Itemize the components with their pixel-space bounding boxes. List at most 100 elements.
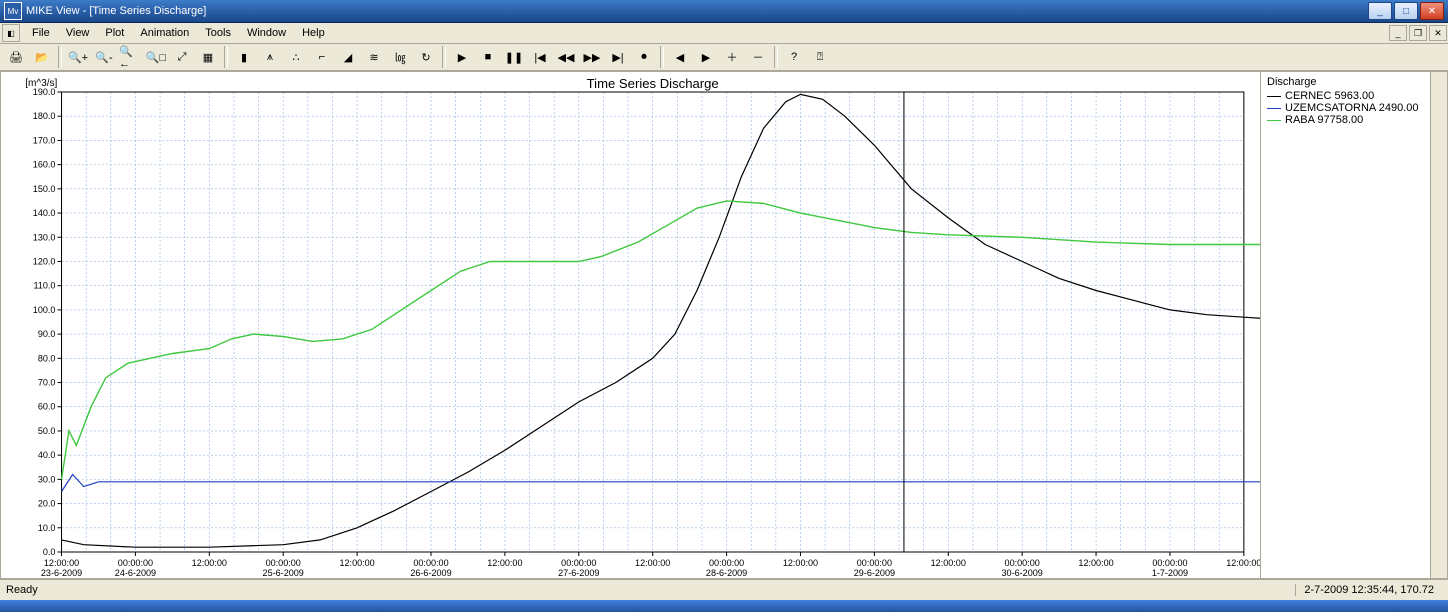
toolbar-separator [774, 46, 778, 68]
title-bar: Mv MIKE View - [Time Series Discharge] _… [0, 0, 1448, 23]
minus-icon[interactable]: － [746, 45, 770, 69]
step-back-icon[interactable]: ◀ [668, 45, 692, 69]
play-icon[interactable]: ▶ [450, 45, 474, 69]
toolbar-separator [58, 46, 62, 68]
chart-area-icon[interactable]: ◢ [336, 45, 360, 69]
svg-text:180.0: 180.0 [33, 111, 56, 121]
legend-header: Discharge [1267, 76, 1424, 88]
svg-text:26-6-2009: 26-6-2009 [410, 568, 451, 578]
svg-text:120.0: 120.0 [33, 257, 56, 267]
grid-icon[interactable]: ▦ [196, 45, 220, 69]
svg-text:70.0: 70.0 [38, 378, 56, 388]
legend-swatch-icon [1267, 96, 1281, 97]
help-icon[interactable]: ? [782, 45, 806, 69]
svg-text:30.0: 30.0 [38, 474, 56, 484]
chart-line-icon[interactable]: ⩚ [258, 45, 282, 69]
zoom-in-icon[interactable]: 🔍+ [66, 45, 90, 69]
toolbar-separator [442, 46, 446, 68]
chart-log-icon[interactable]: ㏒ [388, 45, 412, 69]
menu-view[interactable]: View [58, 25, 98, 41]
whats-this-icon[interactable]: ⍰ [808, 45, 832, 69]
toolbar: 🖨📂🔍+🔍-🔍←🔍□⤢▦▮⩚∴⌐◢≋㏒↻▶■❚❚|◀◀◀▶▶▶|⏺◀▶＋－?⍰ [0, 44, 1448, 71]
menu-help[interactable]: Help [294, 25, 333, 41]
window-title: MIKE View - [Time Series Discharge] [26, 5, 1368, 17]
svg-text:00:00:00: 00:00:00 [266, 558, 301, 568]
chart-area[interactable]: 0.010.020.030.040.050.060.070.080.090.01… [1, 72, 1260, 578]
svg-text:50.0: 50.0 [38, 426, 56, 436]
maximize-button[interactable]: □ [1394, 2, 1418, 20]
chart-scatter-icon[interactable]: ∴ [284, 45, 308, 69]
zoom-extents-icon[interactable]: ⤢ [170, 45, 194, 69]
menu-plot[interactable]: Plot [97, 25, 132, 41]
chart-refresh-icon[interactable]: ↻ [414, 45, 438, 69]
menu-tools[interactable]: Tools [197, 25, 239, 41]
legend-pane: Discharge CERNEC 5963.00UZEMCSATORNA 249… [1260, 72, 1430, 578]
svg-text:80.0: 80.0 [38, 353, 56, 363]
svg-text:170.0: 170.0 [33, 135, 56, 145]
taskbar-strip [0, 600, 1448, 612]
svg-text:12:00:00: 12:00:00 [1226, 558, 1260, 568]
menu-file[interactable]: File [24, 25, 58, 41]
pause-icon[interactable]: ❚❚ [502, 45, 526, 69]
menu-bar: ◧ FileViewPlotAnimationToolsWindowHelp _… [0, 23, 1448, 44]
svg-text:12:00:00: 12:00:00 [192, 558, 227, 568]
menu-animation[interactable]: Animation [132, 25, 197, 41]
vertical-scrollbar[interactable] [1430, 72, 1447, 578]
svg-text:160.0: 160.0 [33, 160, 56, 170]
svg-text:25-6-2009: 25-6-2009 [263, 568, 304, 578]
menu-window[interactable]: Window [239, 25, 294, 41]
first-icon[interactable]: |◀ [528, 45, 552, 69]
svg-text:29-6-2009: 29-6-2009 [854, 568, 895, 578]
svg-text:12:00:00: 12:00:00 [487, 558, 522, 568]
svg-text:100.0: 100.0 [33, 305, 56, 315]
status-left: Ready [6, 584, 38, 596]
svg-text:12:00:00: 12:00:00 [783, 558, 818, 568]
zoom-prev-icon[interactable]: 🔍← [118, 45, 142, 69]
legend-item-uzemcsatorna: UZEMCSATORNA 2490.00 [1267, 102, 1424, 114]
next-icon[interactable]: ▶▶ [580, 45, 604, 69]
legend-swatch-icon [1267, 120, 1281, 121]
svg-text:27-6-2009: 27-6-2009 [558, 568, 599, 578]
stop-icon[interactable]: ■ [476, 45, 500, 69]
svg-text:23-6-2009: 23-6-2009 [41, 568, 82, 578]
svg-text:00:00:00: 00:00:00 [1152, 558, 1187, 568]
svg-text:12:00:00: 12:00:00 [44, 558, 79, 568]
mdi-minimize-button[interactable]: _ [1389, 25, 1407, 41]
legend-swatch-icon [1267, 108, 1281, 109]
client-area: 0.010.020.030.040.050.060.070.080.090.01… [0, 71, 1448, 579]
zoom-window-icon[interactable]: 🔍□ [144, 45, 168, 69]
chart-stack-icon[interactable]: ≋ [362, 45, 386, 69]
svg-text:150.0: 150.0 [33, 184, 56, 194]
svg-text:10.0: 10.0 [38, 523, 56, 533]
svg-text:24-6-2009: 24-6-2009 [115, 568, 156, 578]
zoom-out-icon[interactable]: 🔍- [92, 45, 116, 69]
plus-icon[interactable]: ＋ [720, 45, 744, 69]
chart-step-icon[interactable]: ⌐ [310, 45, 334, 69]
svg-text:12:00:00: 12:00:00 [339, 558, 374, 568]
close-button[interactable]: ✕ [1420, 2, 1444, 20]
print-icon[interactable]: 🖨 [4, 45, 28, 69]
svg-text:1-7-2009: 1-7-2009 [1152, 568, 1188, 578]
svg-text:90.0: 90.0 [38, 329, 56, 339]
status-bar: Ready 2-7-2009 12:35:44, 170.72 [0, 579, 1448, 600]
open-icon[interactable]: 📂 [30, 45, 54, 69]
mdi-restore-button[interactable]: ❐ [1409, 25, 1427, 41]
svg-text:12:00:00: 12:00:00 [635, 558, 670, 568]
svg-text:30-6-2009: 30-6-2009 [1002, 568, 1043, 578]
svg-text:130.0: 130.0 [33, 232, 56, 242]
svg-text:140.0: 140.0 [33, 208, 56, 218]
chart-bar-icon[interactable]: ▮ [232, 45, 256, 69]
svg-text:00:00:00: 00:00:00 [857, 558, 892, 568]
prev-icon[interactable]: ◀◀ [554, 45, 578, 69]
record-icon[interactable]: ⏺ [632, 45, 656, 69]
mdi-close-button[interactable]: ✕ [1429, 25, 1447, 41]
minimize-button[interactable]: _ [1368, 2, 1392, 20]
legend-item-raba: RABA 97758.00 [1267, 114, 1424, 126]
svg-text:20.0: 20.0 [38, 499, 56, 509]
mdi-doc-icon[interactable]: ◧ [2, 24, 20, 42]
toolbar-separator [660, 46, 664, 68]
last-icon[interactable]: ▶| [606, 45, 630, 69]
svg-text:Time Series Discharge: Time Series Discharge [587, 76, 719, 91]
svg-text:00:00:00: 00:00:00 [561, 558, 596, 568]
step-fwd-icon[interactable]: ▶ [694, 45, 718, 69]
